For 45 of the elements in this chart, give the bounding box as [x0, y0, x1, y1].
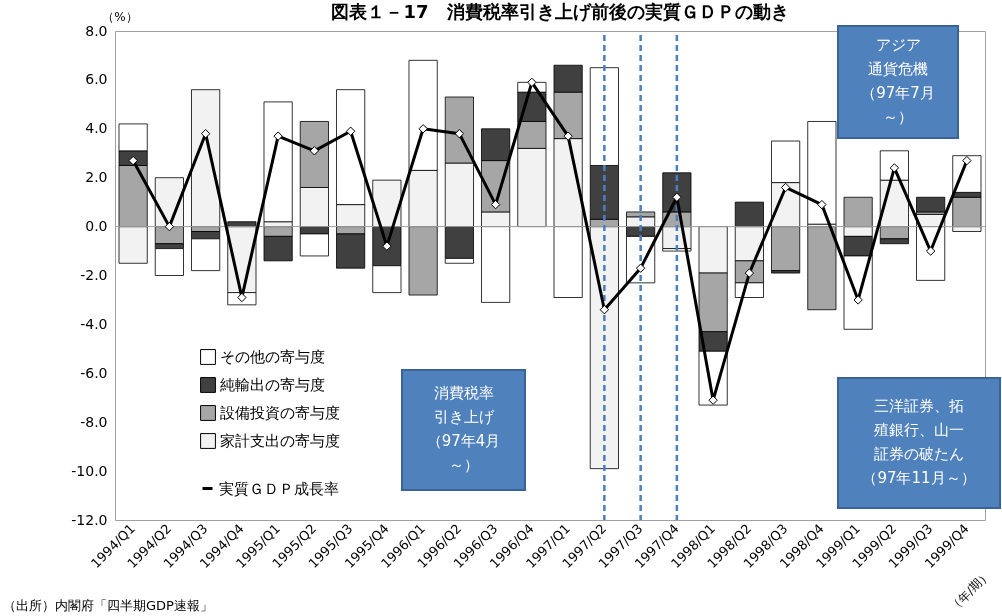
- legend-label: その他の寄与度: [220, 348, 325, 366]
- y-tick-label: -4.0: [80, 315, 108, 332]
- chart-title: 図表１－17 消費税率引き上げ前後の実質ＧＤＰの動き: [331, 1, 789, 22]
- y-tick-label: 0.0: [85, 218, 108, 235]
- point: [599, 305, 610, 315]
- point: [635, 263, 646, 273]
- point: [817, 199, 827, 210]
- point: [164, 221, 175, 232]
- point: [418, 124, 428, 134]
- y-tick-label: -6.0: [80, 364, 108, 381]
- bar: [263, 101, 293, 223]
- legend-label: 設備投資の寄与度: [220, 404, 340, 422]
- point: [490, 199, 501, 210]
- legend-label: 純輸出の寄与度: [220, 376, 325, 394]
- point: [563, 131, 573, 141]
- y-tick-label: -2.0: [80, 267, 108, 283]
- point: [925, 246, 936, 256]
- y-tick-label: 8.0: [85, 22, 108, 39]
- y-tick-label: 6.0: [85, 71, 108, 88]
- y-tick-label: -10.0: [71, 462, 108, 479]
- annotation: 三洋証券、拓殖銀行、山一証券の破たん（97年11月～）: [862, 397, 976, 487]
- point: [454, 129, 465, 139]
- bar: [916, 196, 946, 213]
- point: [309, 146, 320, 156]
- point: [853, 295, 863, 305]
- point: [708, 395, 718, 405]
- annotation: 消費税率引き上げ（97年4月～）: [426, 384, 501, 474]
- y-tick-label: 2.0: [85, 169, 108, 186]
- x-axis-title: （年/期）: [946, 567, 994, 615]
- point: [200, 129, 211, 139]
- y-axis-title: （%）: [102, 10, 138, 24]
- bar: [191, 89, 221, 227]
- point: [672, 192, 682, 202]
- annotation: アジア通貨危機（97年7月～）: [861, 36, 935, 126]
- y-tick-label: -12.0: [71, 511, 108, 528]
- point: [273, 131, 283, 141]
- y-tick-label: -8.0: [80, 413, 108, 430]
- bar: [807, 121, 837, 225]
- point: [780, 182, 791, 193]
- legend-label: 家計支出の寄与度: [220, 432, 340, 450]
- text: （出所）内閣府「四半期GDP速報」: [3, 598, 213, 613]
- point: [345, 126, 356, 136]
- legend-label: 実質ＧＤＰ成長率: [219, 479, 339, 498]
- point: [962, 155, 972, 166]
- y-tick-label: 4.0: [85, 120, 108, 137]
